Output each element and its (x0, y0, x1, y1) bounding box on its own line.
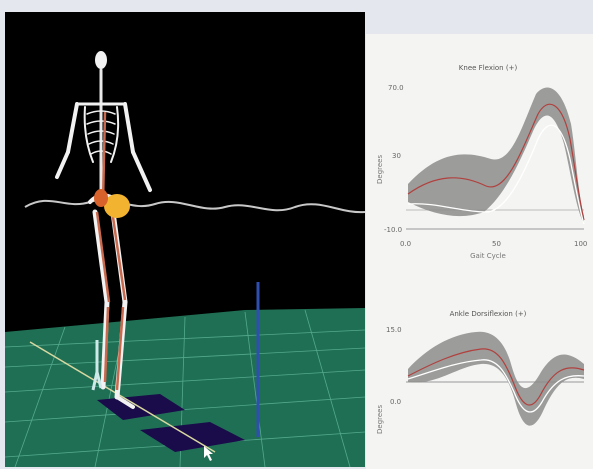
ankle-ylabel: Degrees (376, 405, 384, 434)
knee-ylabel: Degrees (376, 155, 384, 184)
ankle-ytick-mid: 0.0 (390, 398, 401, 406)
knee-ytick-top: 70.0 (388, 84, 404, 92)
plots-panel: Knee Flexion (+) 70.0 30 -10.0 Degrees 0… (366, 34, 593, 469)
knee-xtick-end: 100 (574, 240, 587, 248)
skull (95, 51, 107, 69)
ankle-band (408, 331, 584, 426)
hip-joint-marker (104, 194, 130, 218)
muscle-lines (95, 111, 127, 391)
ankle-plot-title: Ankle Dorsiflexion (+) (450, 310, 527, 318)
ankle-ytick-top: 15.0 (386, 326, 402, 334)
ankle-subject-line (407, 359, 585, 413)
knee-xtick-start: 0.0 (400, 240, 411, 248)
walkway-line (29, 341, 216, 453)
cursor-icon (204, 446, 213, 461)
ankle-mean-line (407, 348, 585, 406)
knee-plot-title: Knee Flexion (+) (459, 64, 518, 72)
knee-mean-line (407, 103, 585, 221)
secondary-figure (91, 340, 103, 391)
pelvis-marker (94, 189, 108, 207)
knee-ytick-mid: 30 (392, 152, 401, 160)
plots-svg: Knee Flexion (+) 70.0 30 -10.0 Degrees 0… (376, 64, 587, 434)
knee-band (408, 87, 584, 224)
force-plate-2 (140, 422, 245, 452)
floor-plane (5, 308, 365, 467)
ankle-dorsiflexion-plot: Ankle Dorsiflexion (+) 15.0 0.0 Degrees (376, 310, 585, 434)
trajectory-line (24, 198, 365, 214)
knee-ytick-bottom: -10.0 (384, 226, 402, 234)
skeleton-scene (5, 51, 365, 467)
3d-viewport[interactable] (5, 12, 365, 467)
knee-xtick-mid: 50 (492, 240, 501, 248)
knee-xlabel: Gait Cycle (470, 252, 506, 260)
knee-flexion-plot: Knee Flexion (+) 70.0 30 -10.0 Degrees 0… (376, 64, 587, 260)
knee-subject-line (407, 124, 585, 225)
